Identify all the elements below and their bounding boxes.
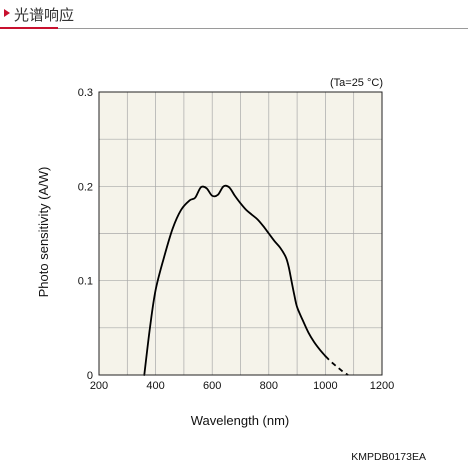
axis-ticks: 200 400 600 800 1000 1200 0 0.1 0.2 0.3 [78, 87, 395, 392]
x-tick-label: 400 [146, 380, 164, 392]
y-tick-label: 0.1 [78, 276, 93, 288]
x-tick-label: 1000 [313, 380, 337, 392]
header-divider [58, 28, 468, 29]
y-tick-label: 0 [87, 370, 93, 382]
section-header: 光谱响应 [0, 0, 468, 30]
y-tick-label: 0.3 [78, 87, 93, 99]
document-code: KMPDB0173EA [351, 451, 426, 463]
y-axis-title: Photo sensitivity (A/W) [36, 167, 51, 298]
conditions-annotation: (Ta=25 °C) [330, 77, 383, 89]
x-axis-title: Wavelength (nm) [191, 413, 290, 428]
header-accent-rule [0, 27, 58, 29]
x-tick-label: 800 [260, 380, 278, 392]
series-line [143, 184, 327, 376]
x-tick-label: 1200 [370, 380, 394, 392]
series-group [143, 184, 349, 376]
x-tick-label: 600 [203, 380, 221, 392]
section-title: 光谱响应 [14, 6, 75, 24]
y-tick-label: 0.2 [78, 181, 93, 193]
x-tick-label: 200 [90, 380, 108, 392]
header-arrow-icon [4, 9, 10, 17]
plot-frame [98, 91, 383, 376]
